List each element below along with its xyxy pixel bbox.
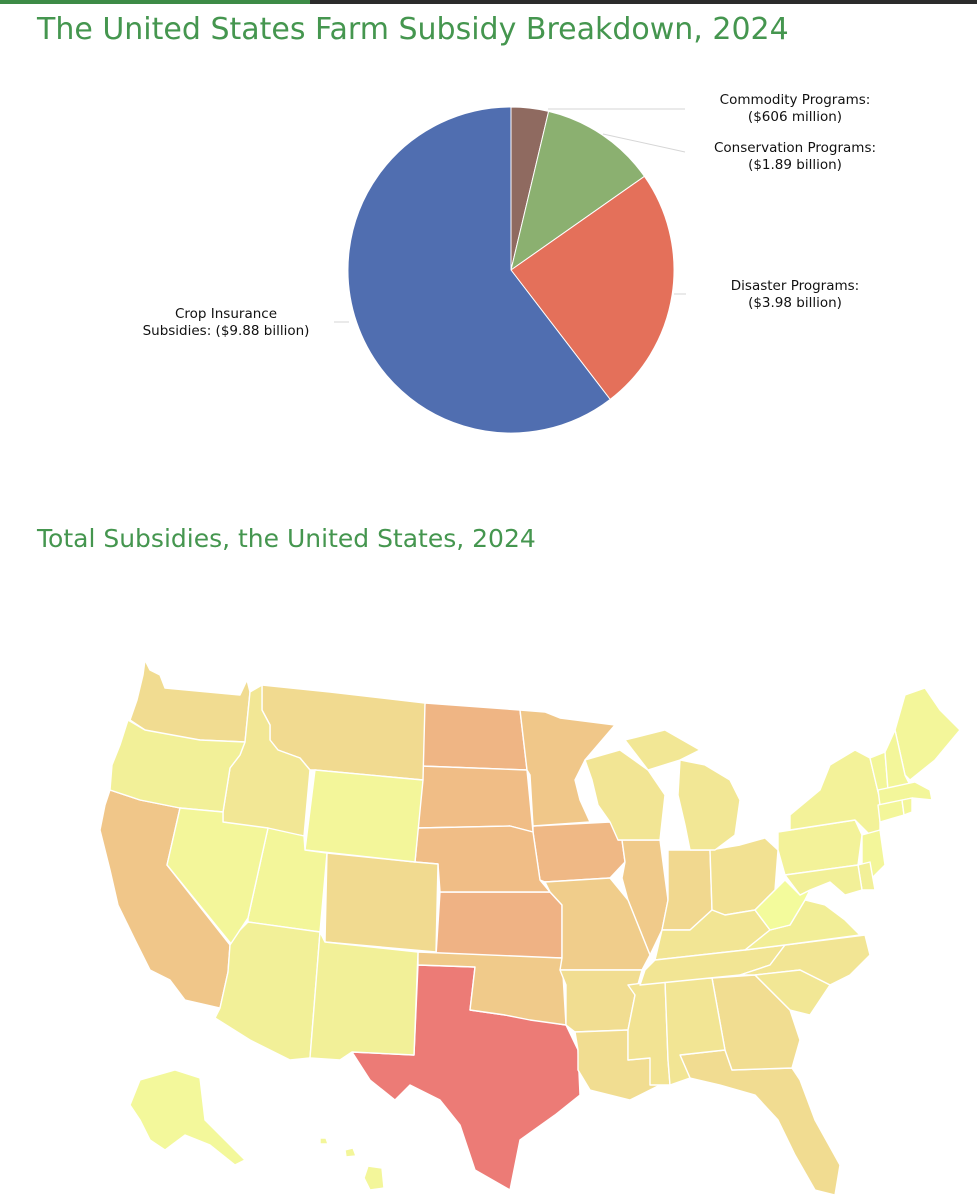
us-choropleth-map — [99, 659, 961, 1196]
state-alaska — [129, 1069, 246, 1166]
state-new-mexico — [309, 931, 419, 1061]
pie-labels: Commodity Programs: ($606 million) Conserv… — [143, 92, 876, 339]
top-bar — [0, 0, 977, 4]
state-south-carolina — [754, 969, 831, 1016]
pie-slice-crop-insurance-subsidies — [347, 106, 611, 434]
state-kansas — [435, 891, 563, 959]
pie-chart: Commodity Programs: ($606 million) Conserv… — [143, 92, 876, 434]
state-colorado — [324, 852, 439, 953]
state-alabama — [664, 977, 726, 1086]
state-wyoming — [304, 769, 424, 863]
state-michigan — [624, 729, 741, 851]
state-oklahoma — [417, 951, 567, 1026]
state-maryland — [784, 864, 863, 896]
pie-label-crop-insurance-subsidies: Crop Insurance Subsidies: ($9.88 billion) — [143, 306, 310, 339]
top-bar-accent — [0, 0, 310, 4]
pie-chart-title: The United States Farm Subsidy Breakdown… — [37, 12, 789, 47]
state-florida — [679, 1049, 841, 1196]
state-wisconsin — [584, 749, 666, 841]
state-new-hampshire — [884, 729, 911, 791]
pie-leader-conservation-programs — [602, 133, 686, 153]
state-nevada — [166, 807, 269, 946]
state-new-york — [789, 749, 881, 836]
pie-slices — [347, 106, 675, 434]
pie-label-commodity-programs: Commodity Programs: ($606 million) — [720, 92, 871, 125]
pie-label-conservation-programs: Conservation Programs: ($1.89 billion) — [714, 140, 876, 173]
map-title: Total Subsidies, the United States, 2024 — [37, 524, 536, 553]
state-maine — [894, 687, 961, 781]
state-south-dakota — [417, 765, 534, 833]
state-minnesota — [519, 709, 616, 827]
pie-slice-disaster-programs — [510, 175, 675, 401]
pie-leader-lines — [334, 108, 686, 323]
state-north-dakota — [419, 702, 528, 771]
state-washington — [129, 659, 251, 743]
pie-label-disaster-programs: Disaster Programs: ($3.98 billion) — [731, 278, 859, 311]
state-hawaii — [319, 1137, 385, 1191]
state-arizona — [214, 921, 321, 1061]
state-rhode-island — [901, 797, 913, 816]
pie-slice-conservation-programs — [510, 110, 646, 272]
map-states — [99, 659, 961, 1196]
state-iowa — [532, 821, 626, 883]
